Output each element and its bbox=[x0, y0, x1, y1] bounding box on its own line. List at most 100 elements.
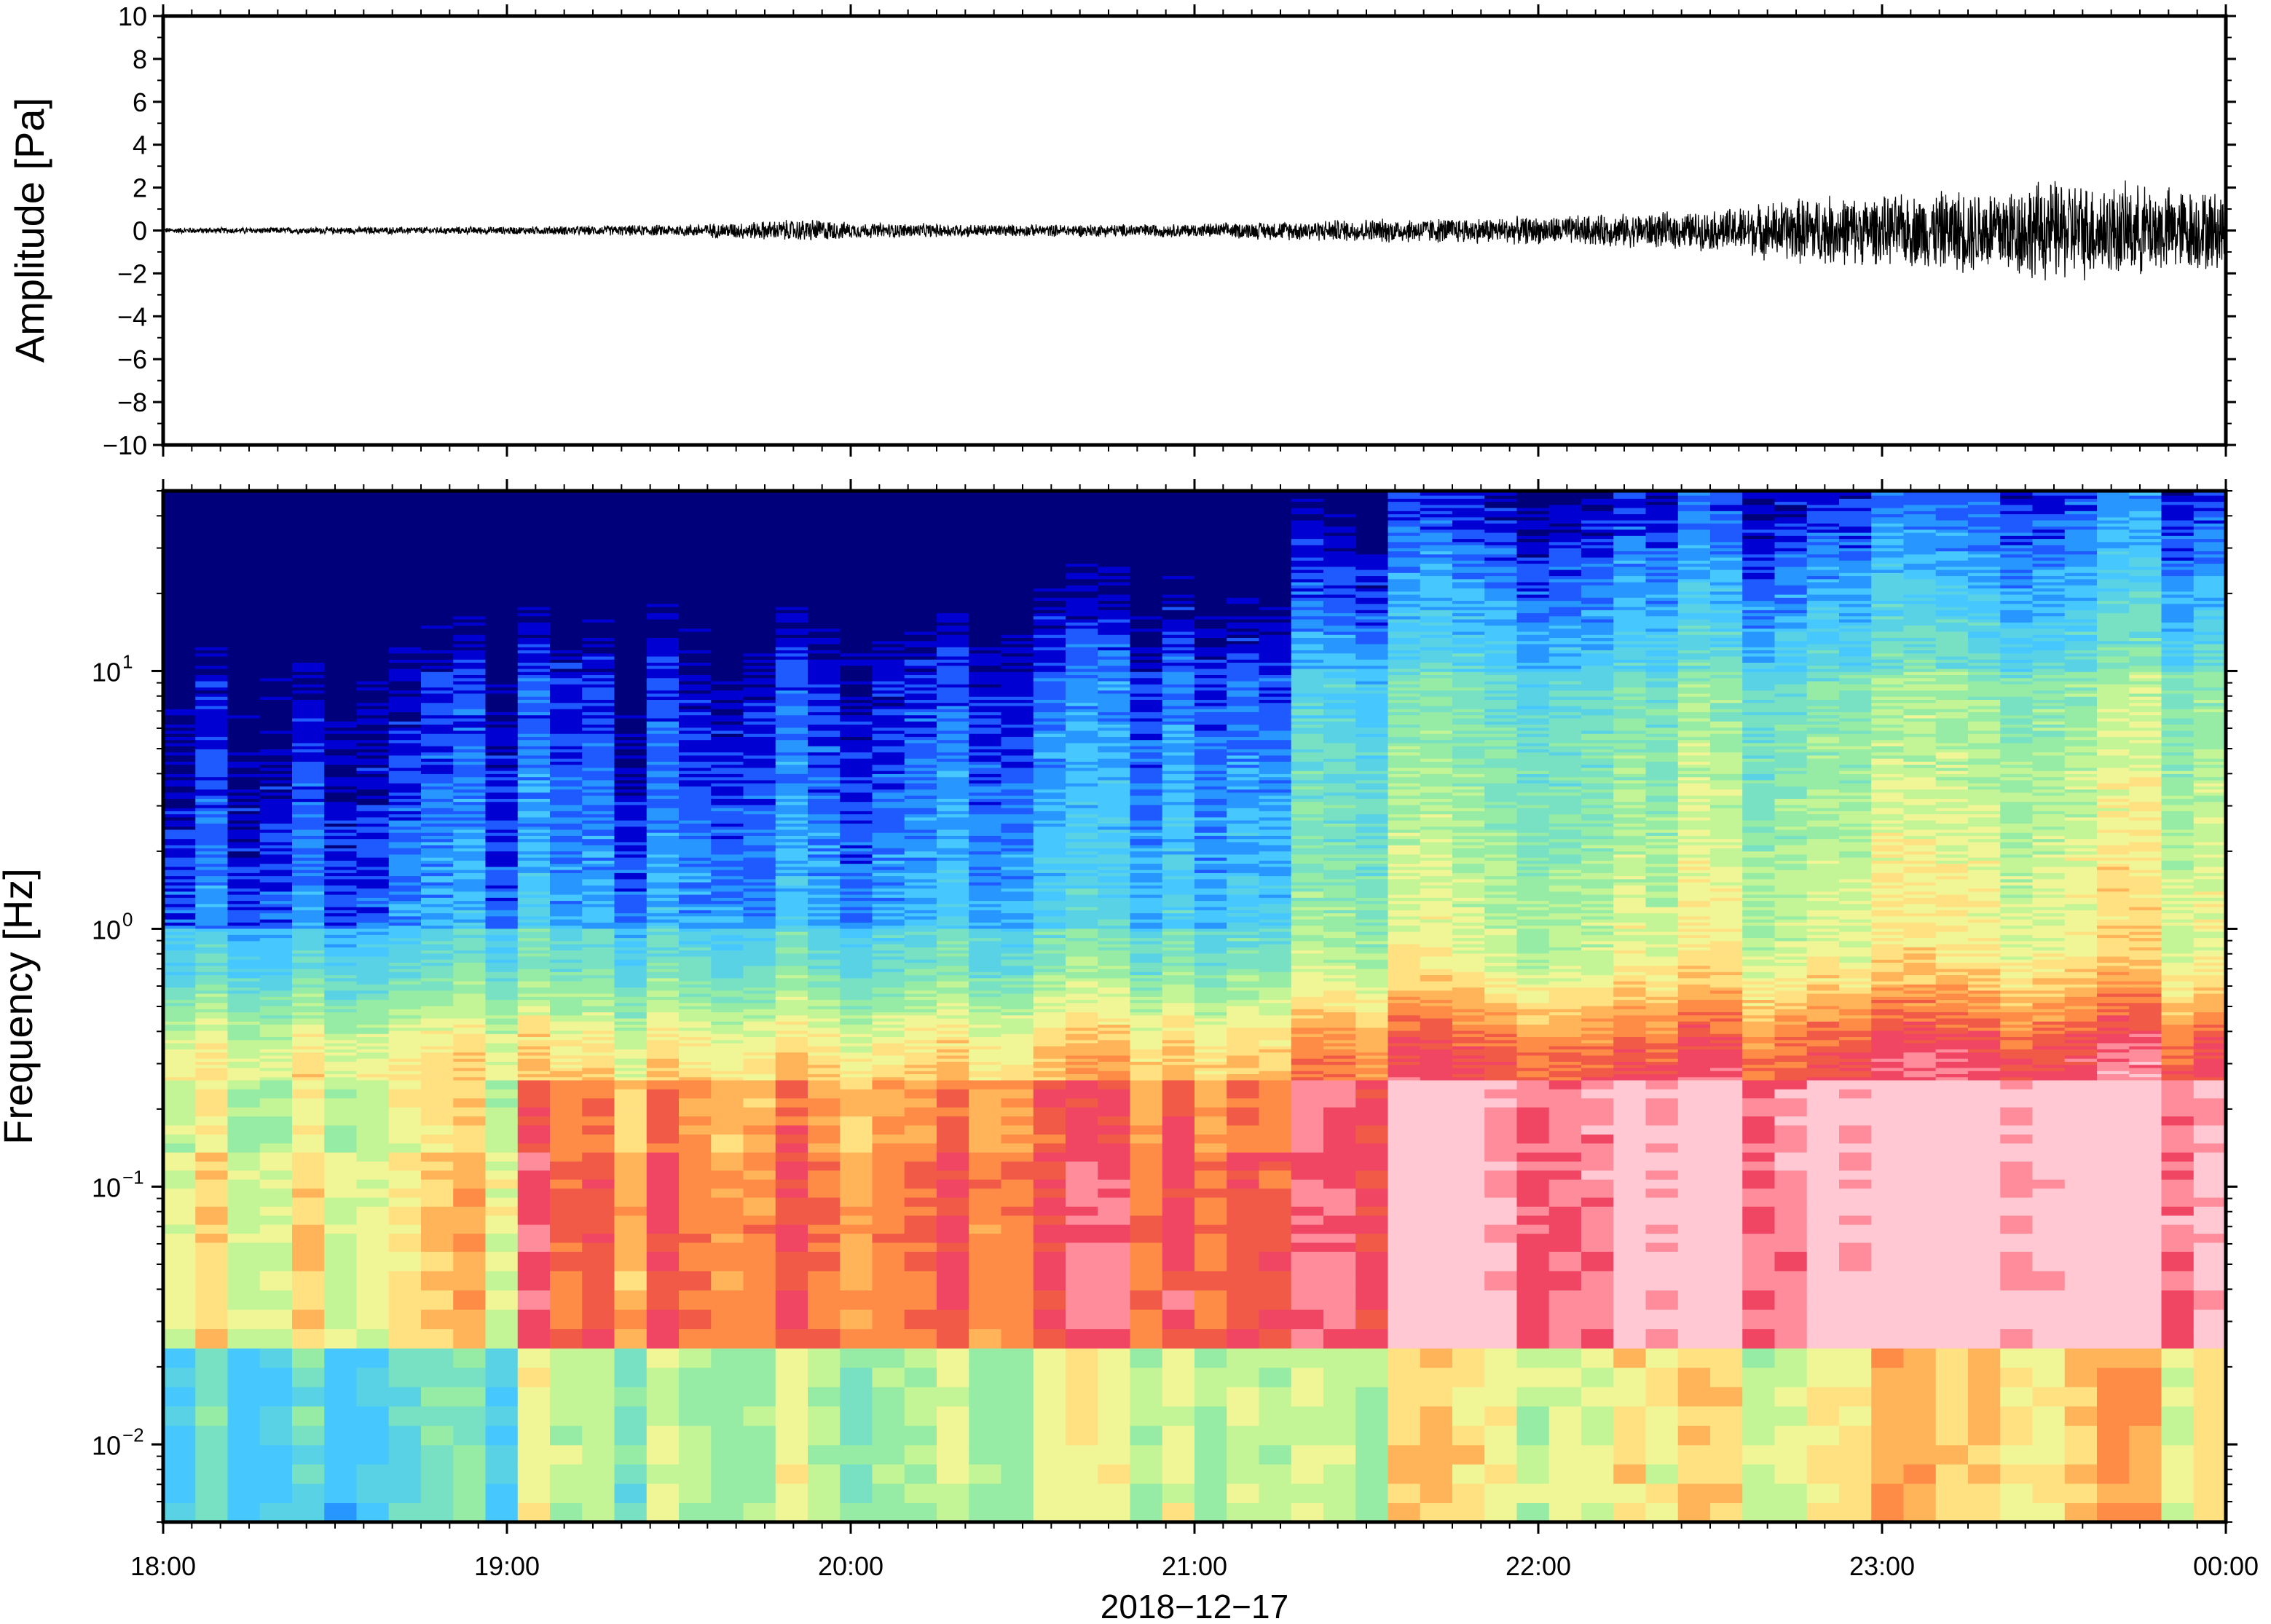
spectrogram-cell bbox=[324, 1002, 358, 1006]
spectrogram-cell bbox=[324, 1064, 358, 1068]
spectrogram-cell bbox=[614, 752, 648, 756]
spectrogram-cell bbox=[453, 569, 487, 573]
spectrogram-cell bbox=[711, 761, 744, 765]
spectrogram-cell bbox=[775, 513, 808, 518]
spectrogram-cell bbox=[679, 1242, 712, 1252]
spectrogram-cell bbox=[356, 801, 390, 805]
spectrogram-cell bbox=[453, 1206, 487, 1216]
spectrogram-cell bbox=[743, 770, 776, 774]
spectrogram-cell bbox=[679, 885, 712, 889]
spectrogram-cell bbox=[195, 575, 229, 580]
spectrogram-cell bbox=[808, 749, 841, 753]
spectrogram-cell bbox=[743, 792, 776, 796]
spectrogram-cell bbox=[421, 1033, 454, 1038]
spectrogram-cell bbox=[582, 1251, 615, 1272]
spectrogram-cell bbox=[775, 650, 808, 654]
spectrogram-cell bbox=[646, 647, 680, 651]
spectrogram-cell bbox=[550, 804, 583, 808]
spectrogram-cell bbox=[808, 1502, 841, 1522]
spectrogram-cell bbox=[808, 714, 841, 719]
spectrogram-cell bbox=[259, 1017, 293, 1022]
spectrogram-cell bbox=[517, 1161, 551, 1171]
spectrogram-cell bbox=[292, 634, 325, 639]
spectrogram-cell bbox=[775, 1107, 808, 1117]
spectrogram-cell bbox=[582, 746, 615, 749]
spectrogram-cell bbox=[388, 1052, 422, 1056]
spectrogram-cell bbox=[421, 556, 454, 561]
spectrogram-cell bbox=[646, 894, 680, 898]
spectrogram-cell bbox=[195, 903, 229, 907]
spectrogram-cell bbox=[324, 535, 358, 540]
spectrogram-cell bbox=[453, 912, 487, 917]
spectrogram-cell bbox=[646, 1143, 680, 1153]
spectrogram-cell bbox=[582, 779, 615, 784]
spectrogram-cell bbox=[259, 606, 293, 610]
spectrogram-cell bbox=[775, 813, 808, 818]
spectrogram-cell bbox=[356, 566, 390, 570]
spectrogram-cell bbox=[679, 910, 712, 914]
spectrogram-cell bbox=[679, 907, 712, 910]
spectrogram-cell bbox=[646, 1152, 680, 1162]
spectrogram-cell bbox=[517, 907, 551, 910]
spectrogram-cell bbox=[808, 928, 841, 932]
spectrogram-cell bbox=[292, 1387, 325, 1407]
spectrogram-cell bbox=[227, 891, 261, 895]
spectrogram-cell bbox=[259, 897, 293, 902]
spectrogram-cell bbox=[163, 984, 196, 988]
spectrogram-cell bbox=[453, 1170, 487, 1180]
spectrogram-cell bbox=[195, 1406, 229, 1426]
spectrogram-cell bbox=[840, 1143, 873, 1153]
spectrogram-cell bbox=[227, 1024, 261, 1028]
spectrogram-cell bbox=[679, 1425, 712, 1446]
spectrogram-cell bbox=[421, 955, 454, 960]
spectrogram-cell bbox=[614, 637, 648, 642]
spectrogram-cell bbox=[614, 965, 648, 969]
spectrogram-cell bbox=[614, 845, 648, 848]
spectrogram-cell bbox=[582, 1270, 615, 1290]
spectrogram-cell bbox=[550, 553, 583, 558]
spectrogram-cell bbox=[775, 857, 808, 861]
spectrogram-cell bbox=[259, 1067, 293, 1071]
spectrogram-cell bbox=[679, 1161, 712, 1171]
spectrogram-cell bbox=[808, 816, 841, 821]
spectrogram-cell bbox=[711, 1116, 744, 1126]
spectrogram-cell bbox=[614, 1071, 648, 1074]
spectrogram-cell bbox=[517, 742, 551, 746]
spectrogram-cell bbox=[163, 693, 196, 697]
waveform-trace bbox=[163, 180, 2226, 281]
spectrogram-cell bbox=[775, 758, 808, 762]
spectrogram-cell bbox=[550, 990, 583, 994]
spectrogram-cell bbox=[292, 684, 325, 687]
spectrogram-cell bbox=[388, 665, 422, 669]
spectrogram-cell bbox=[582, 776, 615, 781]
spectrogram-cell bbox=[517, 811, 551, 815]
spectrogram-cell bbox=[163, 925, 196, 929]
spectrogram-cell bbox=[421, 594, 454, 598]
spectrogram-cell bbox=[646, 959, 680, 963]
spectrogram-cell bbox=[679, 816, 712, 821]
spectrogram-cell bbox=[195, 863, 229, 867]
spectrogram-cell bbox=[292, 511, 325, 515]
spectrogram-cell bbox=[775, 984, 808, 988]
spectrogram-cell bbox=[808, 717, 841, 722]
spectrogram-cell bbox=[550, 541, 583, 545]
spectrogram-cell bbox=[646, 733, 680, 737]
spectrogram-cell bbox=[517, 504, 551, 508]
spectrogram-cell bbox=[485, 612, 519, 617]
spectrogram-cell bbox=[517, 1036, 551, 1041]
spectrogram-cell bbox=[388, 1071, 422, 1074]
spectrogram-cell bbox=[517, 1206, 551, 1216]
spectrogram-cell bbox=[195, 1014, 229, 1019]
spectrogram-cell bbox=[614, 776, 648, 781]
spectrogram-cell bbox=[550, 1017, 583, 1022]
spectrogram-cell bbox=[517, 1116, 551, 1126]
spectrogram-cell bbox=[775, 1233, 808, 1243]
spectrogram-cell bbox=[324, 980, 358, 985]
spectrogram-cell bbox=[646, 492, 680, 496]
spectrogram-cell bbox=[808, 829, 841, 833]
spectrogram-cell bbox=[743, 1030, 776, 1034]
spectrogram-cell bbox=[163, 739, 196, 744]
spectrogram-cell bbox=[646, 1014, 680, 1019]
spectrogram-cell bbox=[711, 526, 744, 530]
spectrogram-cell bbox=[485, 647, 519, 651]
